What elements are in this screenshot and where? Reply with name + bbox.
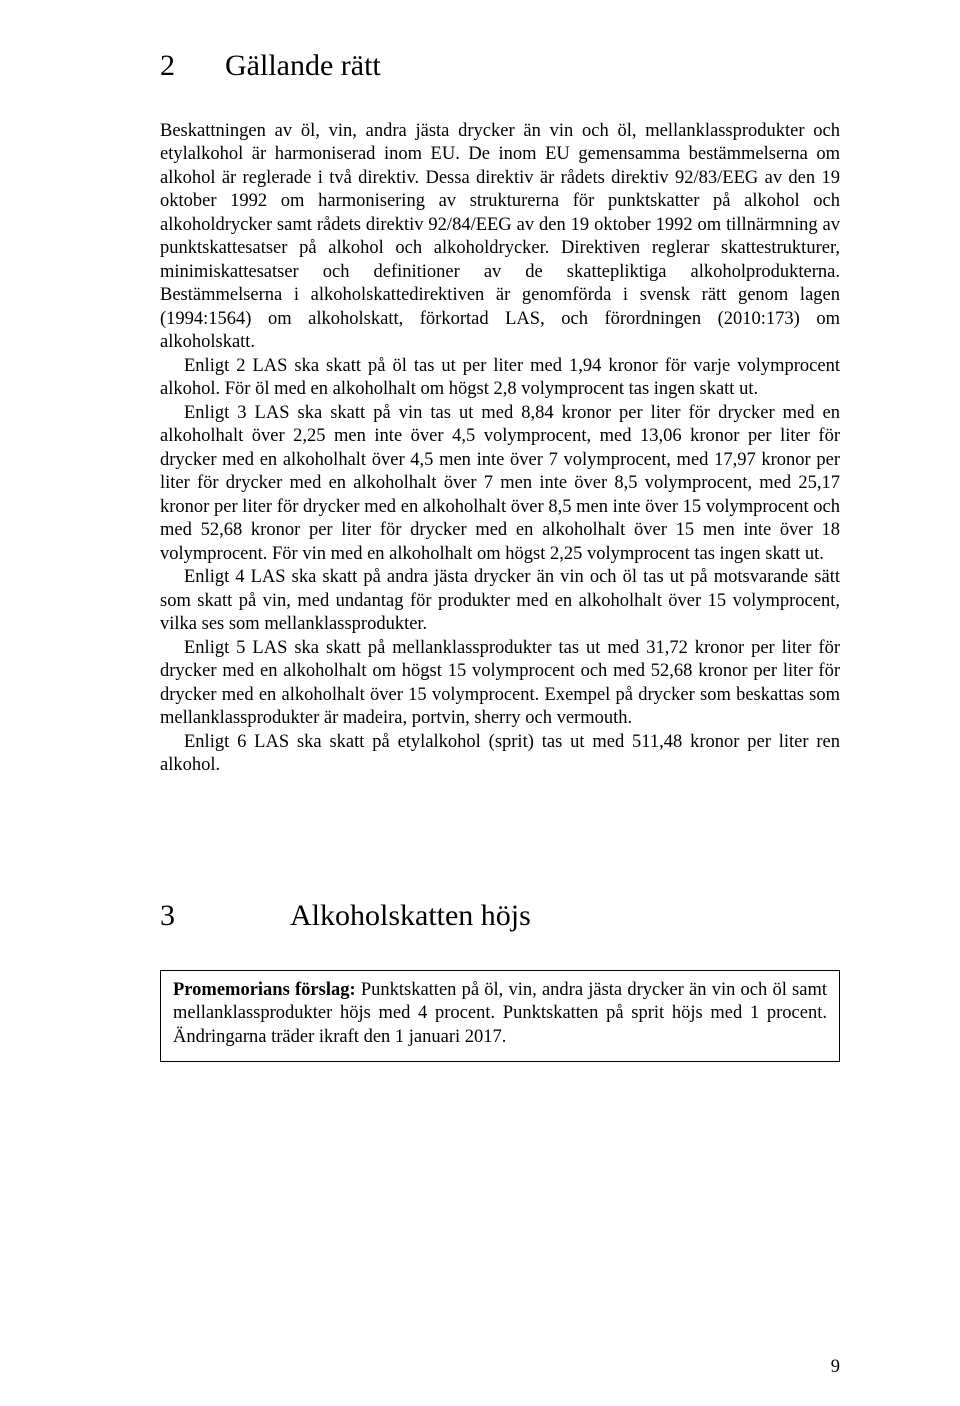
section-2-paragraph: Beskattningen av öl, vin, andra jästa dr… bbox=[160, 120, 840, 355]
section-2-paragraph: Enligt 6 LAS ska skatt på etylalkohol (s… bbox=[160, 731, 840, 778]
proposal-box: Promemorians förslag: Punktskatten på öl… bbox=[160, 970, 840, 1062]
section-2-paragraph: Enligt 2 LAS ska skatt på öl tas ut per … bbox=[160, 355, 840, 402]
section-3-heading: 3 Alkoholskatten höjs bbox=[160, 898, 840, 934]
page-number: 9 bbox=[831, 1357, 840, 1378]
proposal-lead: Promemorians förslag: bbox=[173, 980, 356, 1000]
section-3-title: Alkoholskatten höjs bbox=[290, 898, 531, 934]
section-2-paragraph: Enligt 5 LAS ska skatt på mellanklasspro… bbox=[160, 637, 840, 731]
document-page: 2 Gällande rätt Beskattningen av öl, vin… bbox=[0, 0, 960, 1406]
section-2-title: Gällande rätt bbox=[225, 48, 381, 84]
section-spacer bbox=[160, 778, 840, 898]
section-2-heading: 2 Gällande rätt bbox=[160, 48, 840, 84]
section-3-number: 3 bbox=[160, 898, 240, 934]
section-2-paragraph: Enligt 3 LAS ska skatt på vin tas ut med… bbox=[160, 402, 840, 566]
section-2-paragraph: Enligt 4 LAS ska skatt på andra jästa dr… bbox=[160, 566, 840, 636]
section-2-body: Beskattningen av öl, vin, andra jästa dr… bbox=[160, 120, 840, 778]
section-2-number: 2 bbox=[160, 48, 175, 84]
